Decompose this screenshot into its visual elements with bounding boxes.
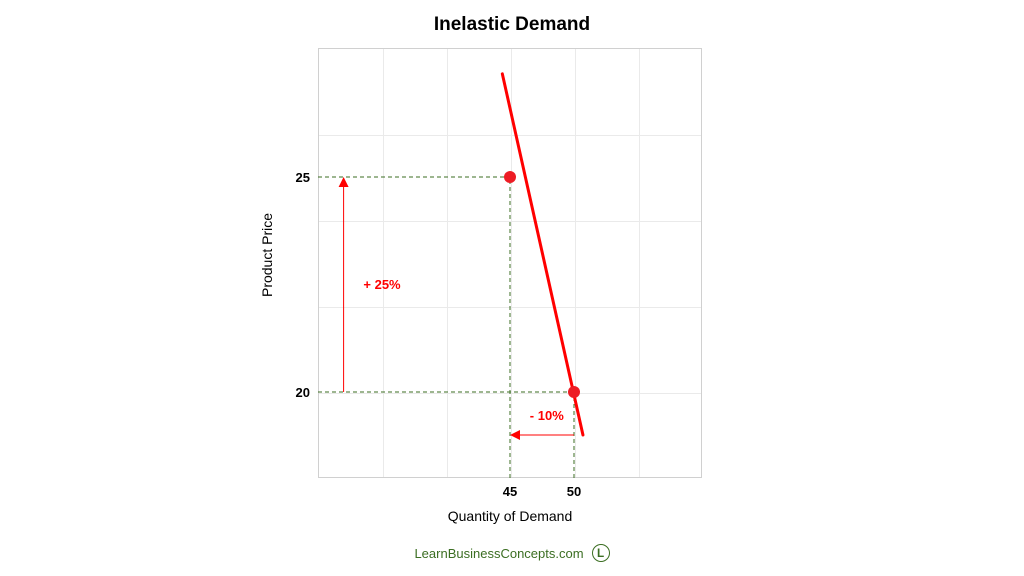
gridline-horizontal: [319, 135, 701, 136]
x-tick-label: 50: [559, 484, 589, 499]
attribution-text: LearnBusinessConcepts.com: [414, 546, 583, 561]
gridline-horizontal: [319, 307, 701, 308]
y-tick-label: 25: [284, 170, 310, 185]
attribution-logo-icon: L: [592, 544, 610, 562]
chart-title: Inelastic Demand: [0, 14, 1024, 36]
pct-change-label: + 25%: [363, 277, 400, 292]
plot-area: [318, 48, 702, 478]
gridline-vertical: [639, 49, 640, 477]
y-axis-label: Product Price: [259, 213, 275, 297]
gridline-horizontal: [319, 221, 701, 222]
pct-change-label: - 10%: [530, 408, 564, 423]
gridline-vertical: [447, 49, 448, 477]
x-tick-label: 45: [495, 484, 525, 499]
gridline-vertical: [575, 49, 576, 477]
attribution: LearnBusinessConcepts.com L: [0, 544, 1024, 562]
gridline-vertical: [511, 49, 512, 477]
gridline-horizontal: [319, 393, 701, 394]
x-axis-label: Quantity of Demand: [380, 508, 640, 524]
y-tick-label: 20: [284, 385, 310, 400]
chart-container: Inelastic Demand Product Price Quantity …: [0, 0, 1024, 576]
gridline-vertical: [383, 49, 384, 477]
